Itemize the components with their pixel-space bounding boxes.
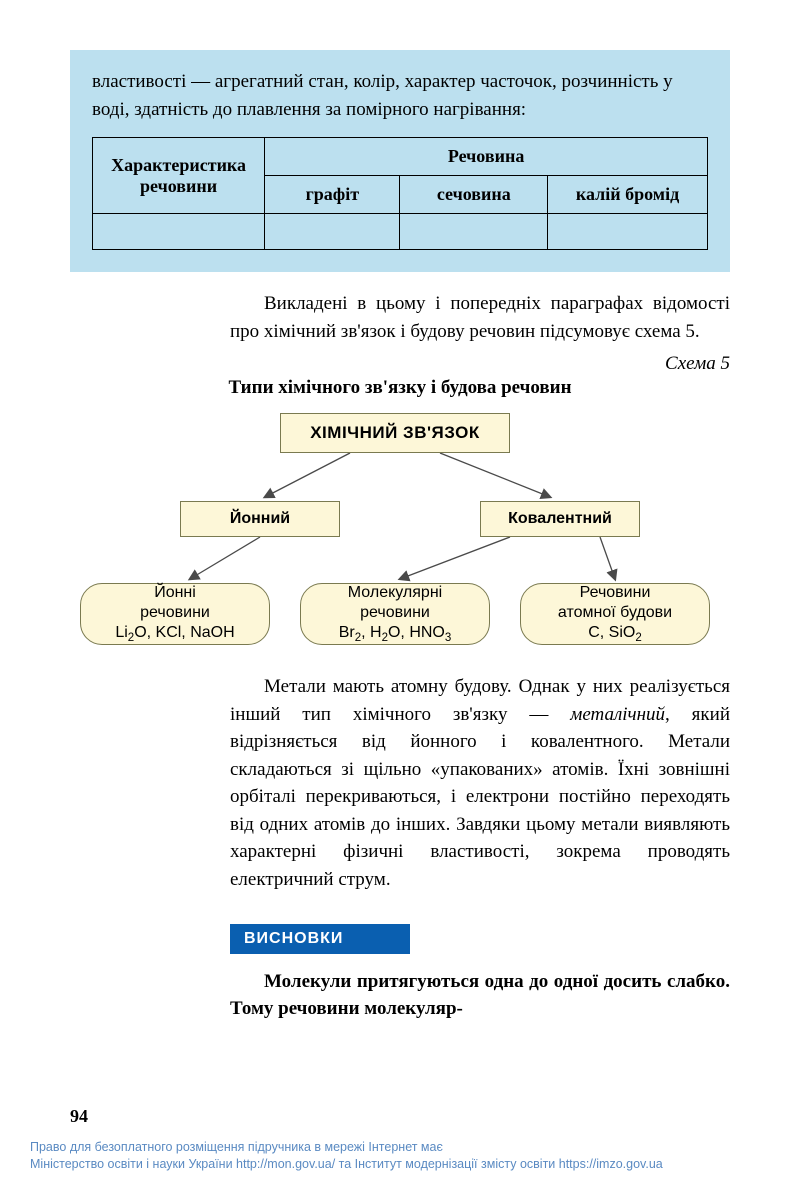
footer: Право для безоплатного розміщення підруч… bbox=[30, 1139, 780, 1173]
conclusions-heading: ВИСНОВКИ bbox=[230, 924, 410, 954]
leaf2-formula: Br2, H2O, HNO3 bbox=[339, 623, 452, 646]
col1-header: Характеристика речовини bbox=[111, 155, 246, 196]
bond-diagram: ХІМІЧНИЙ ЗВ'ЯЗОК Йонний Ковалентний Йонн… bbox=[70, 413, 730, 663]
node-root: ХІМІЧНИЙ ЗВ'ЯЗОК bbox=[280, 413, 510, 453]
para2-text: Метали мають атомну будову. Однак у них … bbox=[230, 673, 730, 893]
empty-cell bbox=[548, 214, 708, 250]
page-number: 94 bbox=[70, 1106, 88, 1127]
empty-cell bbox=[93, 214, 265, 250]
node-ionic-label: Йонний bbox=[230, 510, 290, 528]
subcol-1: графіт bbox=[306, 184, 359, 204]
empty-cell bbox=[400, 214, 548, 250]
scheme-label: Схема 5 bbox=[70, 353, 730, 375]
paragraph-2: Метали мають атомну будову. Однак у них … bbox=[230, 673, 730, 893]
leaf3-formula: C, SiO2 bbox=[588, 623, 642, 646]
leaf-atomic-substances: Речовини атомної будови C, SiO2 bbox=[520, 583, 710, 645]
subcol-2: сечовина bbox=[437, 184, 511, 204]
group-header: Речовина bbox=[448, 146, 524, 166]
scheme-title: Типи хімічного зв'язку і будова речовин bbox=[70, 377, 730, 399]
conclusion-text: Молекули притягуються одна до одної доси… bbox=[230, 968, 730, 1023]
intro-text: властивості — агрегатний стан, колір, ха… bbox=[92, 68, 708, 123]
node-covalent: Ковалентний bbox=[480, 501, 640, 537]
substance-table: Характеристика речовини Речовина графіт … bbox=[92, 137, 708, 250]
leaf1-formula: Li2O, KCl, NaOH bbox=[115, 623, 234, 646]
paragraph-1: Викладені в цьому і попередніх параграфа… bbox=[230, 290, 730, 345]
properties-box: властивості — агрегатний стан, колір, ха… bbox=[70, 50, 730, 272]
leaf-ionic-substances: Йонні речовини Li2O, KCl, NaOH bbox=[80, 583, 270, 645]
empty-cell bbox=[265, 214, 400, 250]
leaf-molecular-substances: Молекулярні речовини Br2, H2O, HNO3 bbox=[300, 583, 490, 645]
footer-line-1: Право для безоплатного розміщення підруч… bbox=[30, 1139, 780, 1156]
node-ionic: Йонний bbox=[180, 501, 340, 537]
subcol-3: калій бромід bbox=[576, 184, 679, 204]
node-root-label: ХІМІЧНИЙ ЗВ'ЯЗОК bbox=[310, 423, 480, 443]
node-covalent-label: Ковалентний bbox=[508, 510, 612, 528]
para1-text: Викладені в цьому і попередніх параграфа… bbox=[230, 290, 730, 345]
footer-line-2: Міністерство освіти і науки України http… bbox=[30, 1156, 780, 1173]
